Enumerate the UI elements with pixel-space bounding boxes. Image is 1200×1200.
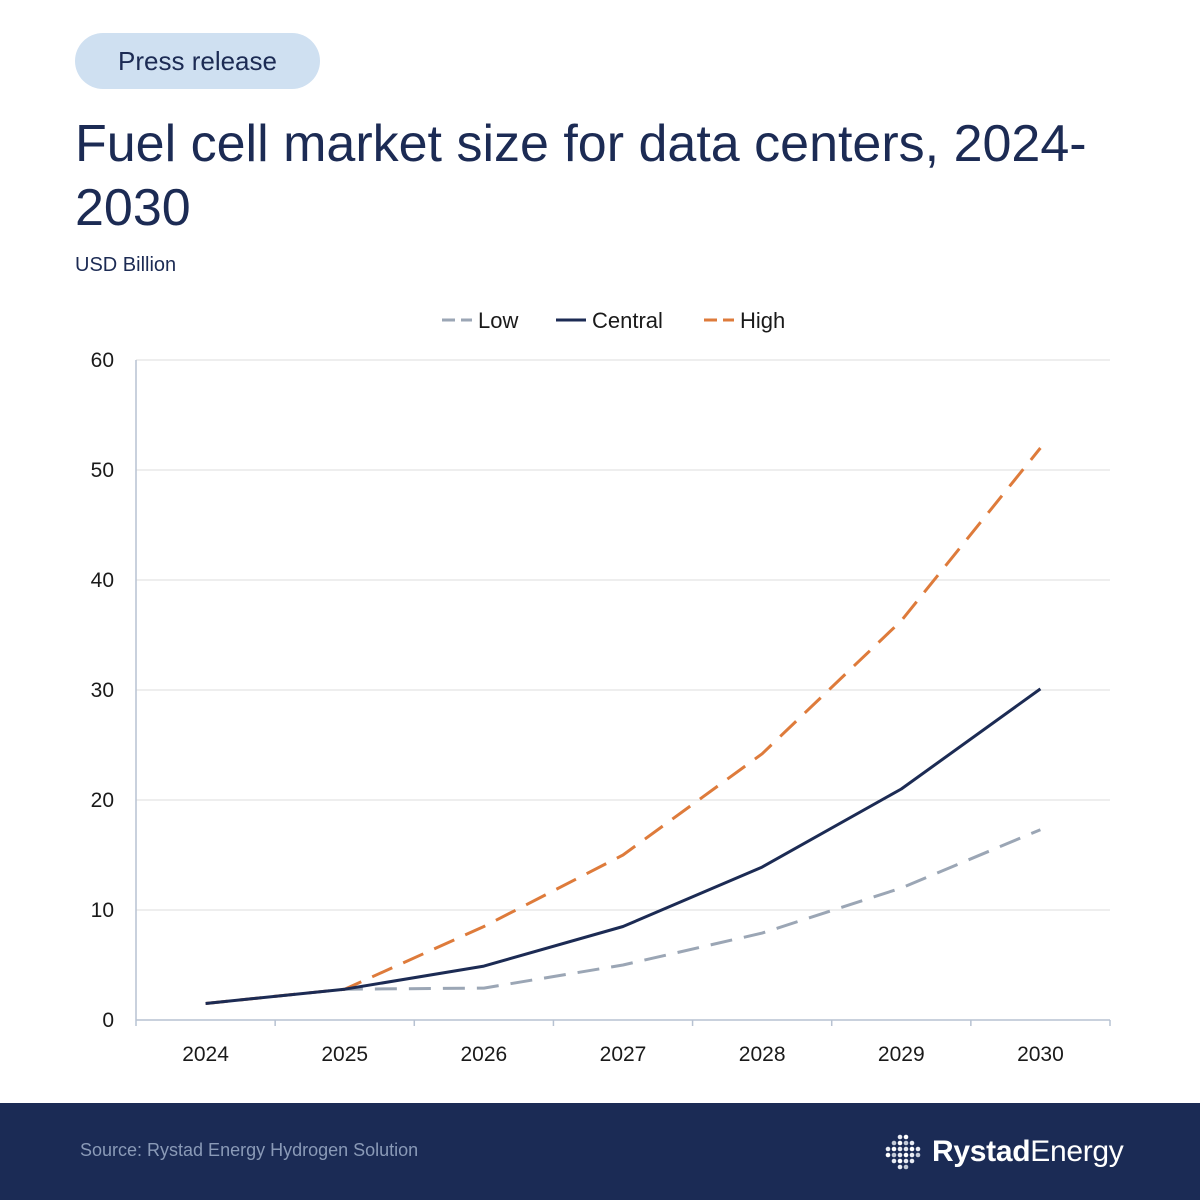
globe-dots-icon: [885, 1134, 921, 1170]
logo-text-bold: Rystad: [932, 1135, 1031, 1168]
x-tick-label: 2025: [321, 1043, 368, 1066]
globe-dot: [903, 1152, 909, 1158]
globe-dot: [891, 1140, 897, 1146]
chart-gridlines: [136, 359, 1110, 911]
press-release-badge: Press release: [75, 33, 320, 89]
rystad-logo: RystadEnergy: [884, 1133, 1124, 1171]
globe-dot: [891, 1146, 897, 1152]
globe-dot: [897, 1158, 903, 1164]
y-tick-label: 20: [91, 789, 114, 812]
y-tick-label: 60: [91, 349, 114, 372]
globe-dot: [909, 1152, 915, 1158]
globe-dot: [897, 1164, 903, 1170]
globe-dot: [897, 1134, 903, 1140]
globe-dot: [897, 1152, 903, 1158]
x-tick-label: 2026: [460, 1043, 507, 1066]
y-tick-label: 50: [91, 459, 114, 482]
legend-label-low: Low: [478, 308, 518, 333]
y-tick-label: 0: [102, 1009, 114, 1032]
series-line-central: [205, 687, 1042, 1005]
chart-axes: [135, 360, 1111, 1026]
globe-dot: [891, 1158, 897, 1164]
logo-text-regular: Energy: [1030, 1135, 1124, 1168]
legend-label-high: High: [740, 308, 785, 333]
chart-legend: Low Central High: [442, 308, 785, 333]
globe-dot: [897, 1146, 903, 1152]
globe-dot: [903, 1146, 909, 1152]
globe-dot: [903, 1164, 909, 1170]
globe-dot: [897, 1140, 903, 1146]
y-axis-ticks: 0 10 20 30 40 50 60: [91, 349, 114, 1032]
globe-dot: [909, 1140, 915, 1146]
globe-dot: [903, 1140, 909, 1146]
y-tick-label: 30: [91, 679, 114, 702]
y-tick-label: 10: [91, 899, 114, 922]
x-tick-label: 2028: [739, 1043, 786, 1066]
footer-bar: Source: Rystad Energy Hydrogen Solution …: [0, 1103, 1200, 1200]
chart-title: Fuel cell market size for data centers, …: [75, 115, 1087, 237]
series-line-high: [205, 447, 1042, 1005]
globe-dot: [915, 1152, 921, 1158]
globe-dot: [891, 1152, 897, 1158]
globe-dot: [885, 1152, 891, 1158]
globe-dot: [909, 1146, 915, 1152]
x-tick-label: 2024: [182, 1043, 229, 1066]
globe-dot: [915, 1146, 921, 1152]
globe-dot: [903, 1158, 909, 1164]
legend-label-central: Central: [592, 308, 663, 333]
source-note: Source: Rystad Energy Hydrogen Solution: [80, 1140, 419, 1160]
globe-dot: [885, 1146, 891, 1152]
chart-series: [205, 447, 1042, 1005]
y-tick-label: 40: [91, 569, 114, 592]
x-tick-label: 2029: [878, 1043, 925, 1066]
x-tick-label: 2030: [1017, 1043, 1064, 1066]
globe-dot: [909, 1158, 915, 1164]
unit-label: USD Billion: [75, 254, 177, 276]
x-axis-ticks: 2024 2025 2026 2027 2028 2029 2030: [182, 1043, 1064, 1066]
x-tick-label: 2027: [600, 1043, 647, 1066]
globe-dot: [903, 1134, 909, 1140]
